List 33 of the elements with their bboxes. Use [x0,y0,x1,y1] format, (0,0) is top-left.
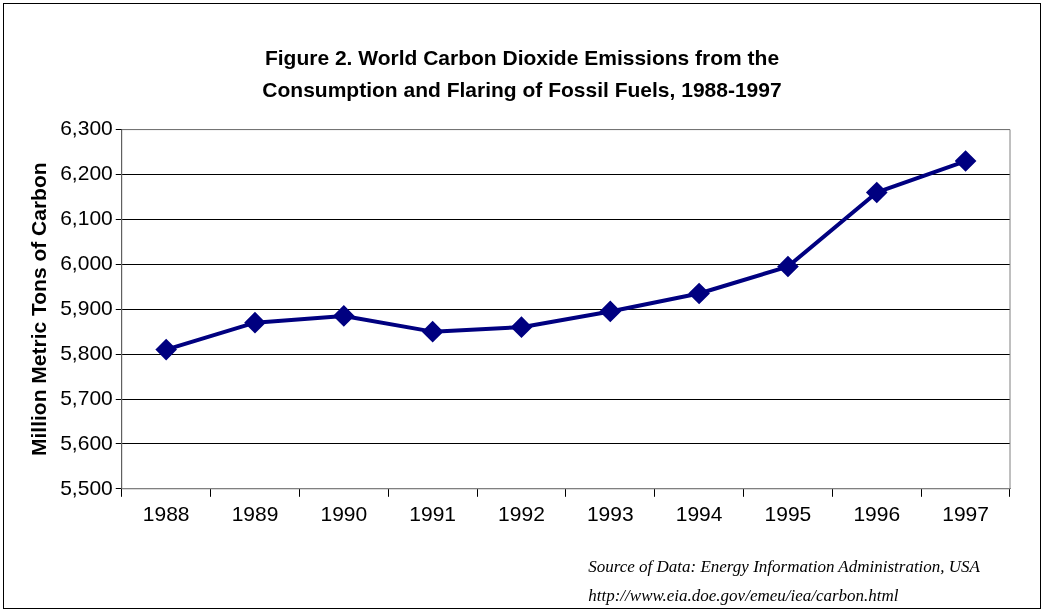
y-tick-label: 6,100 [60,206,113,230]
x-tick-label: 1995 [764,502,812,526]
x-tick-label: 1991 [409,502,456,526]
source-note: Source of Data: Energy Information Administration, USA [588,556,980,578]
point [422,321,443,342]
y-tick-label: 5,600 [60,430,113,454]
x-tick-label: 1989 [231,502,279,526]
y-axis-title: Million Metric Tons of Carbon [27,162,51,456]
y-tick-label: 5,900 [60,296,113,319]
point [511,317,532,338]
point [600,301,621,322]
x-tick-label: 1990 [320,502,368,526]
text: http://www.eia.doe.gov/emeu/iea/carbon.html [588,585,900,607]
point [333,305,354,326]
y-tick-label: 6,200 [60,161,113,185]
y-tick-label: 6,300 [60,116,113,140]
y-tick-label: 5,800 [60,340,113,364]
chart-title: Figure 2. World Carbon Dioxide Emissions from the Consumption and Flaring of Fossil Fuels, 1988-1997 [261,45,783,103]
x-tick-label: 1988 [142,502,190,526]
y-tick-label: 5,700 [60,385,113,409]
y-tick-label: 5,500 [60,475,113,499]
point [244,312,265,333]
point [777,256,798,277]
x-tick-label: 1992 [498,502,545,526]
y-tick-label: 6,000 [60,251,113,275]
point [955,151,976,172]
point [156,339,177,360]
x-tick-label: 1994 [675,502,723,526]
x-tick-label: 1993 [586,502,634,526]
point [866,182,887,203]
point [689,283,710,304]
x-tick-label: 1997 [942,502,989,526]
x-tick-label: 1996 [853,502,901,526]
